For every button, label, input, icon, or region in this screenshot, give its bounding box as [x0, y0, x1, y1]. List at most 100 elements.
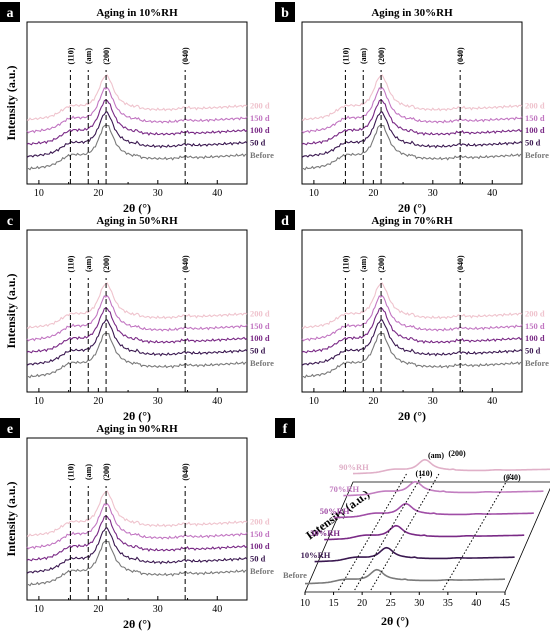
series-line-50-rh: [333, 502, 534, 519]
series-line-150-d: [26, 295, 248, 342]
peak-label: (110): [66, 463, 75, 480]
x-tick-label: 20: [368, 188, 378, 199]
peak-label: (200): [102, 47, 111, 65]
x-tick-label: 30: [153, 396, 163, 407]
x-tick-label: 30: [428, 396, 438, 407]
series-label: 10%RH: [301, 550, 331, 560]
peak-label: (am): [359, 48, 368, 64]
series-line-before: [302, 332, 523, 379]
peak-label: (040): [456, 47, 465, 65]
x-tick-label: 40: [212, 604, 222, 615]
panel-label: e: [7, 422, 13, 437]
series-label: 90%RH: [339, 462, 369, 472]
peak-line: [338, 473, 407, 591]
series-line-200-d: [301, 282, 523, 329]
x-tick-label: 20: [93, 188, 103, 199]
x-tick-label: 20: [93, 396, 103, 407]
x-tick-label: 40: [487, 188, 497, 199]
y-axis-label: Intensity (a.u.): [4, 273, 18, 348]
series-line-10-rh: [314, 546, 515, 563]
peak-label: (200): [377, 47, 386, 65]
plot-frame: [26, 229, 248, 393]
y-axis-label: Intensity (a.u.): [4, 481, 18, 556]
peak-label: (am): [84, 464, 93, 480]
series-line-200-d: [26, 74, 248, 121]
x-tick-label: 45: [500, 598, 510, 609]
peak-label: (040): [181, 255, 190, 273]
peak-label: (200): [102, 463, 111, 481]
panel-title: Aging in 30%RH: [371, 7, 453, 19]
x-tick-label: 15: [329, 598, 339, 609]
peak-label: (200): [102, 255, 111, 273]
panel-c: c Aging in 50%RH 10 20 30 40 2θ (°) Intensity (…: [0, 210, 274, 423]
x-axis-label: 2θ (°): [123, 201, 151, 215]
series-line-150-d: [26, 87, 248, 134]
series-label: 100 d: [250, 333, 270, 343]
series-label: Before: [525, 150, 549, 160]
panel-e: e Aging in 90%RH 10 20 30 40 2θ (°) Intensity (…: [0, 418, 274, 631]
x-axis-label: 2θ (°): [123, 617, 151, 631]
series-line-100-d: [26, 515, 248, 562]
series-label: 150 d: [525, 113, 545, 123]
x-tick-label: 10: [34, 396, 44, 407]
x-tick-label: 10: [300, 598, 310, 609]
panel-label-badge: [275, 2, 295, 22]
series-label: 50 d: [525, 345, 541, 355]
panel-label-badge: [0, 210, 20, 230]
series-label: 50%RH: [320, 506, 350, 516]
series-label: Before: [283, 570, 307, 580]
x-tick-label: 40: [471, 598, 481, 609]
x-tick-label: 30: [428, 188, 438, 199]
peak-label: (040): [181, 463, 190, 481]
series-label: 50 d: [250, 553, 266, 563]
panel-label: b: [281, 6, 289, 21]
series-line-100-d: [301, 99, 523, 146]
peak-label: (110): [66, 255, 75, 272]
series-line-30-rh: [324, 524, 525, 541]
series-line-before: [302, 124, 523, 171]
x-tick-label: 30: [414, 598, 424, 609]
x-tick-label: 40: [212, 188, 222, 199]
x-tick-label: 25: [386, 598, 396, 609]
series-label: Before: [250, 150, 274, 160]
panel-label: c: [7, 214, 13, 229]
x-tick-label: 20: [93, 604, 103, 615]
series-label: 100 d: [250, 541, 270, 551]
x-axis-label: 2θ (°): [123, 409, 151, 423]
x-tick-label: 30: [153, 188, 163, 199]
panel-title: Aging in 70%RH: [371, 215, 453, 227]
series-label: 200 d: [250, 517, 270, 527]
series-label: 150 d: [525, 321, 545, 331]
series-label: 100 d: [250, 125, 270, 135]
panel-label: a: [7, 6, 14, 21]
series-label: 200 d: [525, 309, 545, 319]
series-label: 50 d: [250, 345, 266, 355]
plot-frame: [26, 437, 248, 601]
panel-label-badge: [0, 418, 20, 438]
series-line-100-d: [26, 99, 248, 146]
panel-b: b Aging in 30%RH 10 20 30 40 2θ (°) Before 50 d 1…: [275, 2, 549, 215]
peak-line: [370, 473, 440, 591]
series-label: 200 d: [250, 101, 270, 111]
series-label: 150 d: [250, 113, 270, 123]
series-label: Before: [525, 358, 549, 368]
series-label: 50 d: [250, 137, 266, 147]
series-line-before: [27, 540, 248, 587]
peak-label: (200): [448, 449, 466, 458]
panel-label-badge: [275, 418, 295, 438]
panel-label: f: [283, 422, 288, 437]
x-tick-label: 40: [487, 396, 497, 407]
series-label: 200 d: [525, 101, 545, 111]
panel-a: a Aging in 10%RH 10 20 30 40 2θ (°) Intensity (…: [0, 2, 274, 215]
series-label: 150 d: [250, 321, 270, 331]
panel-title: Aging in 90%RH: [96, 423, 178, 435]
peak-label: (am): [428, 451, 444, 460]
series-line-70-rh: [343, 480, 544, 497]
series-line-50-d: [26, 319, 248, 366]
series-label: 50 d: [525, 137, 541, 147]
panel-label-badge: [275, 210, 295, 230]
series-label: 100 d: [525, 125, 545, 135]
series-label: 70%RH: [329, 484, 359, 494]
series-line-50-d: [26, 527, 248, 574]
